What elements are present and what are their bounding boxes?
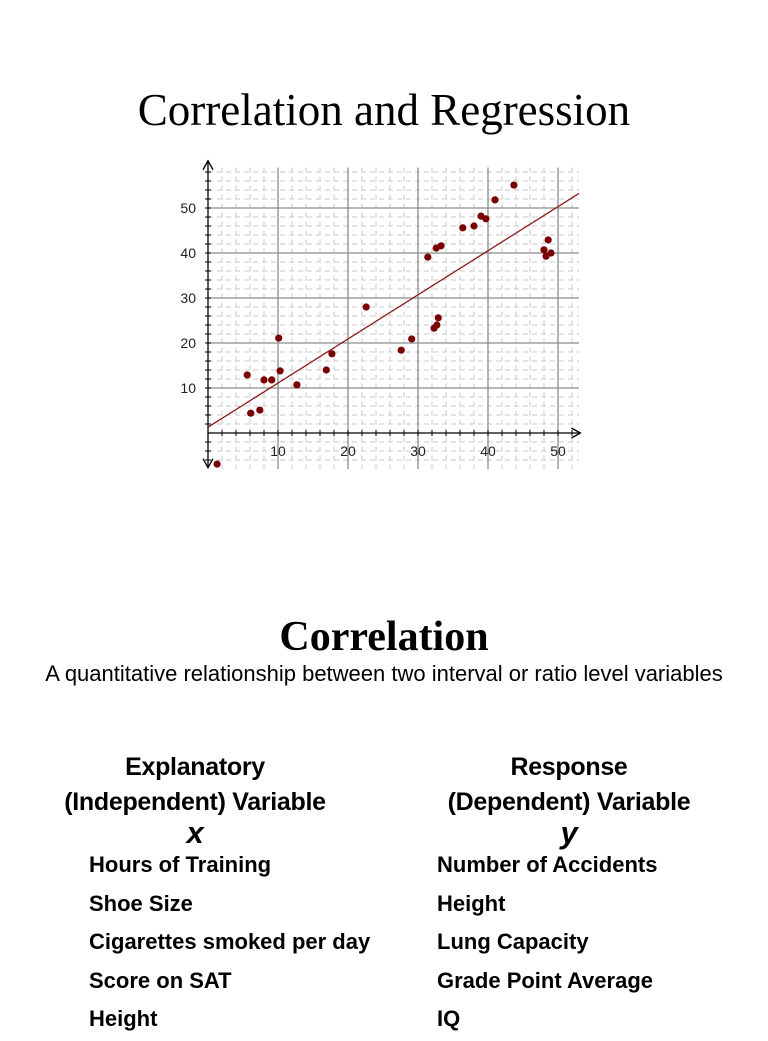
variable-examples-list: Hours of Training Number of Accidents Sh… — [89, 848, 749, 1041]
data-point — [328, 350, 336, 358]
data-point — [276, 367, 284, 375]
y-axis-arrow-down-icon — [202, 458, 214, 469]
data-point — [433, 321, 441, 329]
regression-line — [207, 192, 580, 428]
example-row: Shoe Size Height — [89, 887, 749, 926]
example-response: Height — [437, 890, 506, 916]
data-point — [322, 366, 330, 374]
data-point — [434, 314, 442, 322]
example-explanatory: Score on SAT — [89, 967, 232, 993]
data-point — [293, 381, 301, 389]
example-explanatory: Height — [89, 1006, 158, 1031]
x-axis-arrow-right-icon — [571, 427, 582, 439]
example-response: Lung Capacity — [437, 929, 589, 954]
data-point — [260, 376, 268, 384]
axes — [202, 159, 582, 469]
tick-labels: 10 20 30 40 50 10 20 30 40 50 — [180, 200, 566, 459]
example-row: Height IQ — [89, 1002, 749, 1041]
x-tick-label: 30 — [410, 443, 426, 459]
data-point — [459, 224, 467, 232]
data-point — [213, 460, 221, 468]
data-point — [544, 236, 552, 244]
y-tick-label: 20 — [180, 335, 196, 351]
x-tick-label: 20 — [340, 443, 356, 459]
data-point — [510, 181, 518, 189]
data-point — [268, 376, 276, 384]
data-point — [470, 222, 478, 230]
y-tick-label: 10 — [180, 380, 196, 396]
example-response: IQ — [437, 1006, 461, 1031]
response-heading-line2: (Dependent) Variable — [447, 788, 691, 816]
major-gridlines — [208, 167, 579, 469]
data-point — [547, 249, 555, 257]
example-response: Number of Accidents — [437, 852, 658, 877]
data-point — [482, 215, 490, 223]
x-symbol: x — [186, 815, 204, 850]
scatter-plot: 10 20 30 40 50 10 20 30 40 50 — [160, 150, 600, 500]
minor-gridlines — [208, 167, 579, 469]
response-heading-line1: Response — [510, 753, 628, 781]
data-point — [540, 246, 548, 254]
x-tick-label: 50 — [550, 443, 566, 459]
example-row: Score on SAT Grade Point Average — [89, 964, 749, 1003]
example-row: Hours of Training Number of Accidents — [89, 848, 749, 887]
example-explanatory: Cigarettes smoked per day — [89, 929, 371, 954]
data-point — [397, 346, 405, 354]
section-title: Correlation — [279, 614, 489, 660]
x-tick-label: 40 — [480, 443, 496, 459]
data-points — [213, 181, 555, 468]
y-tick-label: 50 — [180, 200, 196, 216]
example-row: Cigarettes smoked per day Lung Capacity — [89, 925, 749, 964]
explanatory-heading-line2: (Independent) Variable — [64, 788, 326, 816]
y-axis-arrow-up-icon — [202, 159, 214, 171]
x-tick-label: 10 — [270, 443, 286, 459]
scatter-plot-svg: 10 20 30 40 50 10 20 30 40 50 — [180, 159, 582, 469]
data-point — [424, 253, 432, 261]
data-point — [247, 409, 255, 417]
y-tick-label: 40 — [180, 245, 196, 261]
data-point — [362, 303, 370, 311]
explanatory-variable-heading: Explanatory (Independent) Variable x — [20, 750, 370, 850]
explanatory-heading-line1: Explanatory — [125, 753, 265, 781]
regression-line-path — [207, 192, 580, 428]
definition-text: A quantitative relationship between two … — [45, 661, 723, 686]
data-point — [408, 335, 416, 343]
data-point — [243, 371, 251, 379]
y-tick-label: 30 — [180, 290, 196, 306]
slide-title: Correlation and Regression — [137, 85, 631, 135]
example-response: Grade Point Average — [437, 967, 653, 993]
y-symbol: y — [560, 815, 578, 850]
example-explanatory: Hours of Training — [89, 852, 272, 877]
data-point — [256, 406, 264, 414]
example-explanatory: Shoe Size — [89, 890, 193, 916]
data-point — [437, 242, 445, 250]
data-point — [491, 196, 499, 204]
response-variable-heading: Response (Dependent) Variable y — [410, 750, 728, 850]
data-point — [275, 334, 283, 342]
